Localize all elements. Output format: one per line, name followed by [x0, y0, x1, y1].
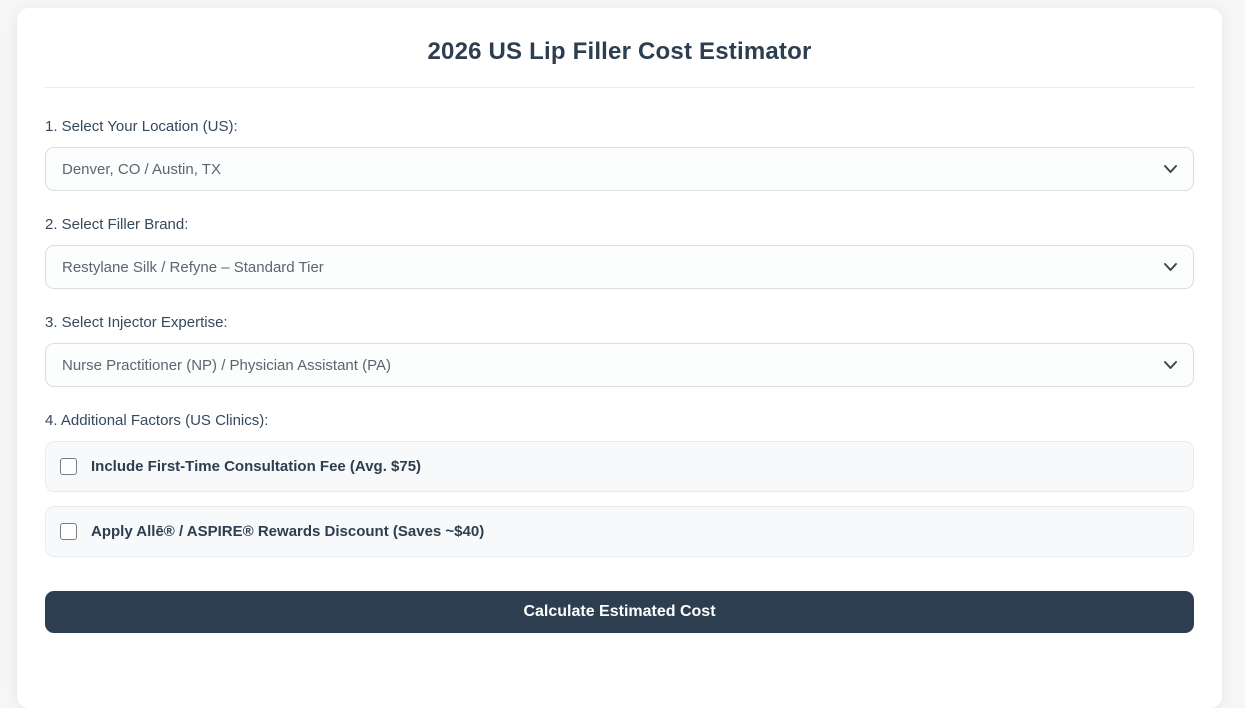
- expertise-label: 3. Select Injector Expertise:: [45, 314, 228, 331]
- expertise-select-wrap: Nurse Practitioner (NP) / Physician Assi…: [45, 343, 1194, 387]
- location-label: 1. Select Your Location (US):: [45, 118, 238, 135]
- consultation-fee-row[interactable]: Include First-Time Consultation Fee (Avg…: [45, 441, 1194, 492]
- estimator-card: 2026 US Lip Filler Cost Estimator 1. Sel…: [17, 8, 1222, 708]
- title-divider: [45, 87, 1194, 88]
- expertise-select[interactable]: Nurse Practitioner (NP) / Physician Assi…: [45, 343, 1194, 387]
- rewards-discount-label: Apply Allē® / ASPIRE® Rewards Discount (…: [91, 523, 485, 540]
- location-select[interactable]: Denver, CO / Austin, TX: [45, 147, 1194, 191]
- calculate-button[interactable]: Calculate Estimated Cost: [45, 591, 1194, 633]
- consultation-fee-label: Include First-Time Consultation Fee (Avg…: [91, 458, 422, 475]
- brand-label: 2. Select Filler Brand:: [45, 216, 189, 233]
- additional-factors-label: 4. Additional Factors (US Clinics):: [45, 412, 269, 429]
- location-select-wrap: Denver, CO / Austin, TX: [45, 147, 1194, 191]
- rewards-discount-checkbox[interactable]: [60, 523, 77, 540]
- brand-select[interactable]: Restylane Silk / Refyne – Standard Tier: [45, 245, 1194, 289]
- brand-select-wrap: Restylane Silk / Refyne – Standard Tier: [45, 245, 1194, 289]
- rewards-discount-row[interactable]: Apply Allē® / ASPIRE® Rewards Discount (…: [45, 506, 1194, 557]
- page-title: 2026 US Lip Filler Cost Estimator: [427, 38, 812, 65]
- consultation-fee-checkbox[interactable]: [60, 458, 77, 475]
